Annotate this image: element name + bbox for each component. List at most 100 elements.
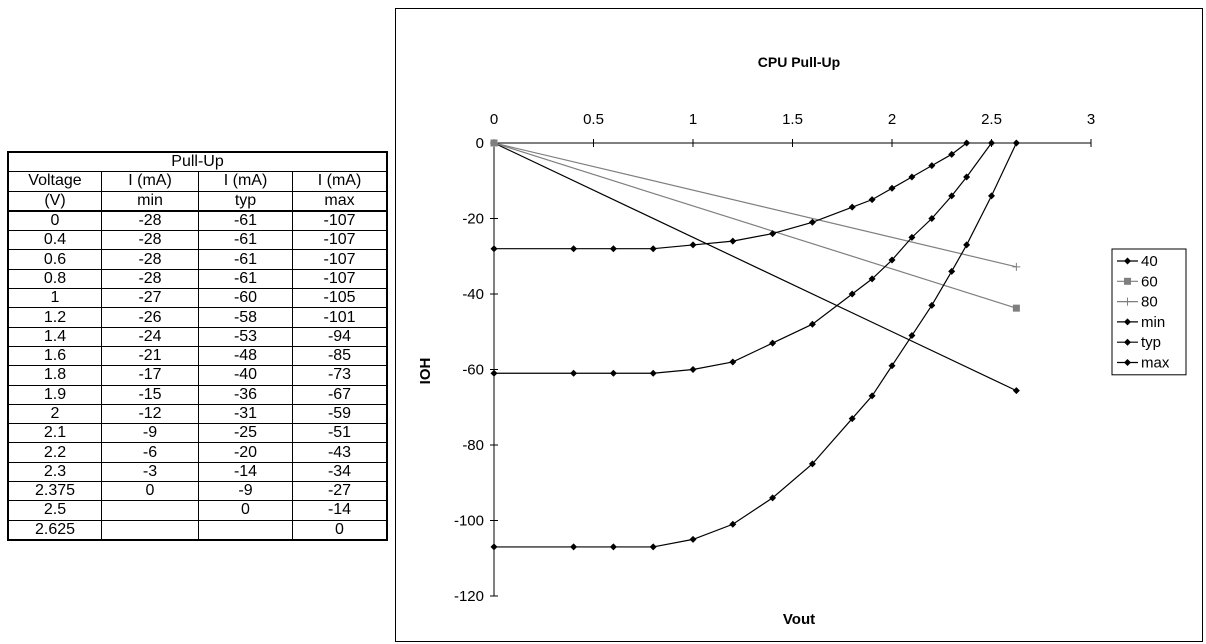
data-point [888, 184, 896, 192]
x-tick-label: 2 [888, 111, 896, 128]
table-cell: -61 [198, 249, 293, 270]
data-point [908, 173, 916, 181]
x-tick-label: 0.5 [583, 111, 604, 128]
data-point [649, 369, 657, 377]
table-cell: -73 [292, 365, 388, 386]
table-cell: -28 [101, 230, 199, 251]
table-row: 1.8 -17 -40 -73 [7, 365, 388, 386]
data-point [808, 460, 816, 468]
legend-label: 80 [1141, 294, 1158, 311]
table-cell: -27 [101, 288, 199, 309]
table-cell: 1 [7, 288, 102, 309]
table-row: 2.375 0 -9 -27 [7, 481, 388, 502]
series-80 [490, 139, 1021, 271]
column-header: I (mA) [198, 171, 293, 192]
data-point [689, 366, 697, 373]
table-cell: -107 [292, 230, 388, 251]
table-row: 0.8 -28 -61 -107 [7, 268, 388, 290]
table-title: Pull-Up [7, 151, 388, 173]
table-cell: -36 [198, 384, 293, 405]
chart-area: CPU Pull-Up Vout IOH 0 0.5 1 1.5 2 2.5 3 0 -20 -4… [395, 8, 1203, 642]
pull-up-table: Pull-Up Voltage I (mA) I (mA) I (mA) (V) min ty… [7, 151, 388, 541]
data-point [490, 543, 498, 551]
table-cell: -51 [292, 423, 388, 444]
series-line [493, 142, 1017, 309]
data-point [769, 339, 777, 347]
series-40 [490, 139, 1020, 395]
data-point [928, 215, 936, 222]
table-row: 2.625 0 [7, 519, 388, 541]
data-point [649, 543, 657, 551]
table-cell [198, 519, 293, 541]
series-line [494, 142, 992, 374]
table-row: 0.4 -28 -61 -107 [7, 230, 388, 251]
x-tick-label: 0 [490, 111, 498, 128]
table-cell: -107 [292, 268, 388, 290]
legend-marker [1123, 297, 1132, 306]
table-cell: -105 [292, 288, 388, 309]
legend-entry: typ [1117, 334, 1161, 351]
table-row: 2.1 -9 -25 -51 [7, 423, 388, 444]
y-tick-label: -100 [454, 513, 484, 530]
table-cell: -94 [292, 326, 388, 347]
table-cell: 0.4 [7, 230, 102, 251]
data-point [948, 150, 956, 158]
table-row: 1.4 -24 -53 -94 [7, 326, 388, 347]
column-subheader: typ [198, 190, 293, 212]
legend-marker [1124, 277, 1131, 285]
legend-marker [1124, 318, 1131, 326]
data-point [908, 332, 916, 340]
table-cell: 2.1 [7, 423, 102, 444]
data-point [490, 139, 498, 147]
series-line [493, 142, 1017, 268]
table-subheader-row: (V) min typ max [7, 190, 388, 212]
table-cell: -107 [292, 249, 388, 270]
data-point [963, 241, 971, 249]
y-tick-label: -40 [462, 286, 484, 303]
data-point [490, 369, 498, 377]
table-cell [101, 519, 199, 541]
data-point [868, 275, 876, 283]
legend-marker [1124, 338, 1131, 346]
data-point [1012, 262, 1021, 271]
table-row: 2 -12 -31 -59 [7, 403, 388, 425]
data-point [868, 392, 876, 400]
series-60 [490, 139, 1020, 312]
data-point [963, 139, 971, 147]
x-tick-label: 1 [689, 111, 697, 128]
table-cell: -12 [101, 403, 199, 425]
y-tick-label: -120 [454, 588, 484, 605]
chart-title: CPU Pull-Up [758, 54, 840, 70]
column-subheader: min [101, 190, 199, 212]
data-point [868, 196, 876, 204]
table-cell: 2.2 [7, 442, 102, 463]
legend-label: max [1141, 355, 1170, 372]
data-point [888, 362, 896, 370]
table-cell: -28 [101, 210, 199, 232]
data-point [570, 543, 578, 551]
legend-marker [1124, 257, 1131, 265]
data-point [570, 369, 578, 377]
table-row: 2.5 0 -14 [7, 500, 388, 521]
table-cell: -67 [292, 384, 388, 405]
table-cell: 0 [101, 481, 199, 502]
plot-series [490, 139, 1021, 551]
table-cell: 0.8 [7, 268, 102, 290]
data-point [769, 494, 777, 502]
legend-entry: 60 [1117, 273, 1158, 290]
x-tick-label: 1.5 [782, 111, 803, 128]
table-cell: -24 [101, 326, 199, 347]
table-cell: -25 [198, 423, 293, 444]
data-point [1012, 139, 1020, 147]
data-point [609, 543, 617, 551]
table-row: 1 -27 -60 -105 [7, 288, 388, 309]
table-cell: -59 [292, 403, 388, 425]
table-cell: -26 [101, 307, 199, 328]
table-cell: -28 [101, 249, 199, 270]
table-row: 1.9 -15 -36 -67 [7, 384, 388, 405]
series-min [490, 139, 971, 253]
data-point [888, 256, 896, 264]
data-point [729, 358, 737, 366]
y-tick-label: -80 [462, 437, 484, 454]
legend-box [1111, 248, 1187, 376]
